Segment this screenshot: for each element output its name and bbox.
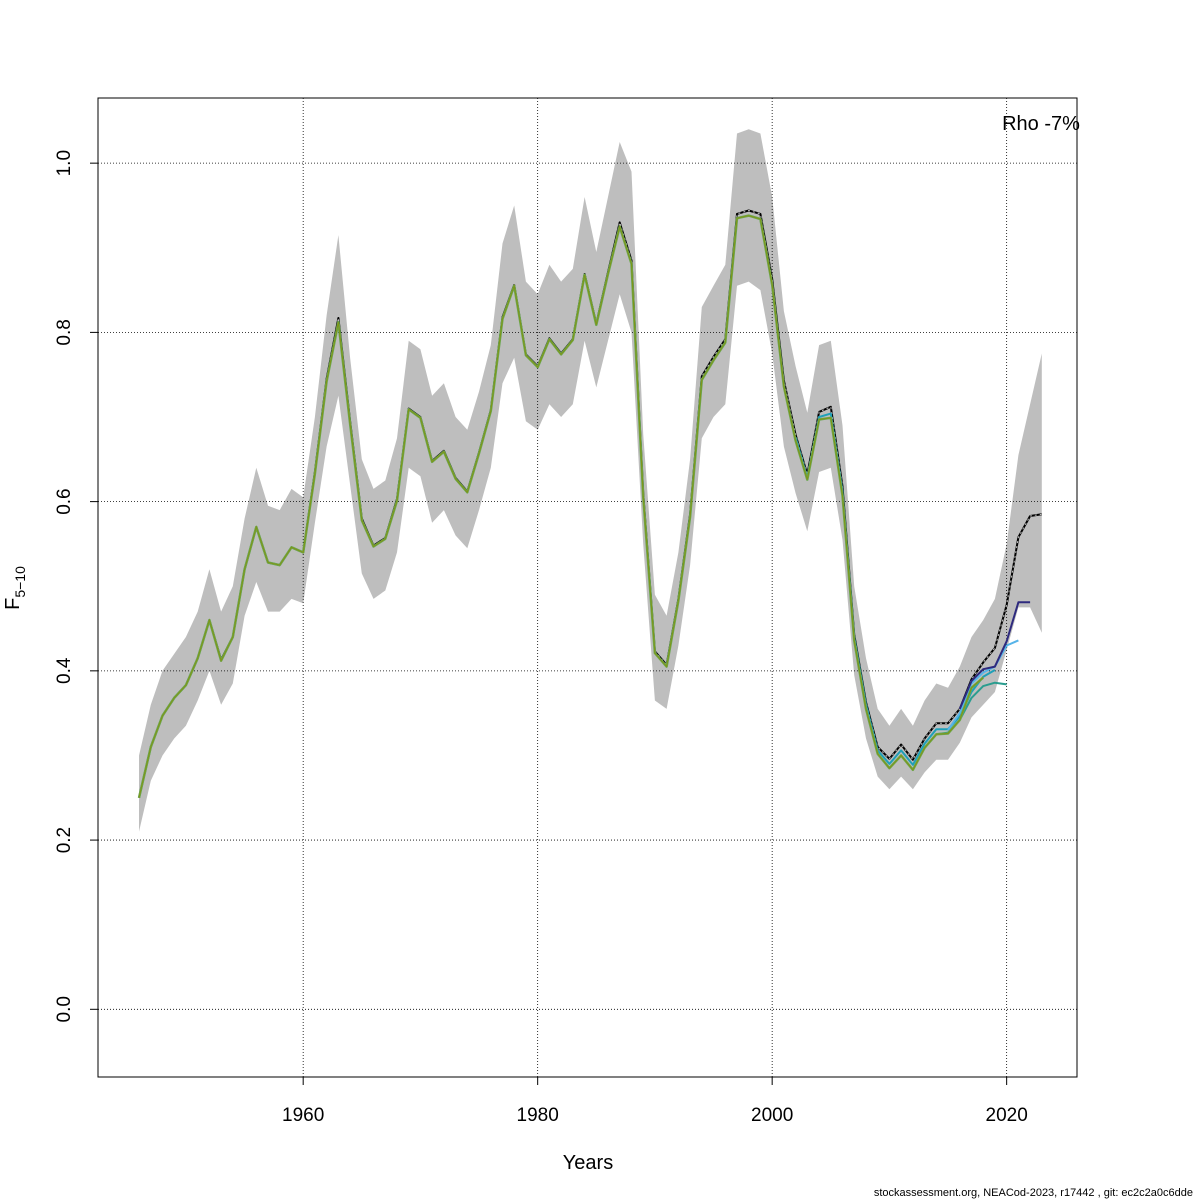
y-axis-title-subscript: 5−10 xyxy=(12,566,28,598)
axes-layer: 1960 1980 2000 2020 0.0 0.2 0.4 0.6 0.8 1.0 xyxy=(54,150,1028,1126)
footer-credit: stockassessment.org, NEACod-2023, r17442… xyxy=(874,1187,1193,1199)
x-tick-label: 2000 xyxy=(751,1105,793,1126)
grid-layer xyxy=(98,98,1077,1077)
y-tick-label: 1.0 xyxy=(54,150,75,176)
x-tick-label: 1980 xyxy=(517,1105,559,1126)
series-line-4 xyxy=(958,601,1031,710)
series-line-3 xyxy=(947,639,1019,731)
confidence-band xyxy=(139,129,1042,832)
y-tick-label: 0.6 xyxy=(54,488,75,514)
y-axis-title: F5−10 xyxy=(2,566,28,610)
y-axis-title-main: F xyxy=(2,598,24,610)
plot-frame xyxy=(97,97,1078,1078)
series-line-overlay xyxy=(138,215,984,798)
rho-annotation: Rho -7% xyxy=(1002,113,1080,135)
y-tick-label: 0.2 xyxy=(54,827,75,853)
confidence-band-layer xyxy=(139,129,1042,832)
y-tick-label: 0.4 xyxy=(54,657,75,684)
y-tick-label: 0.0 xyxy=(54,996,75,1022)
x-axis-title: Years xyxy=(563,1152,613,1174)
svg-text:F5−10: F5−10 xyxy=(2,566,28,610)
y-tick-label: 0.8 xyxy=(54,319,75,345)
x-tick-label: 1960 xyxy=(282,1105,324,1126)
series-layer xyxy=(137,209,1042,799)
x-tick-label: 2020 xyxy=(986,1105,1028,1126)
